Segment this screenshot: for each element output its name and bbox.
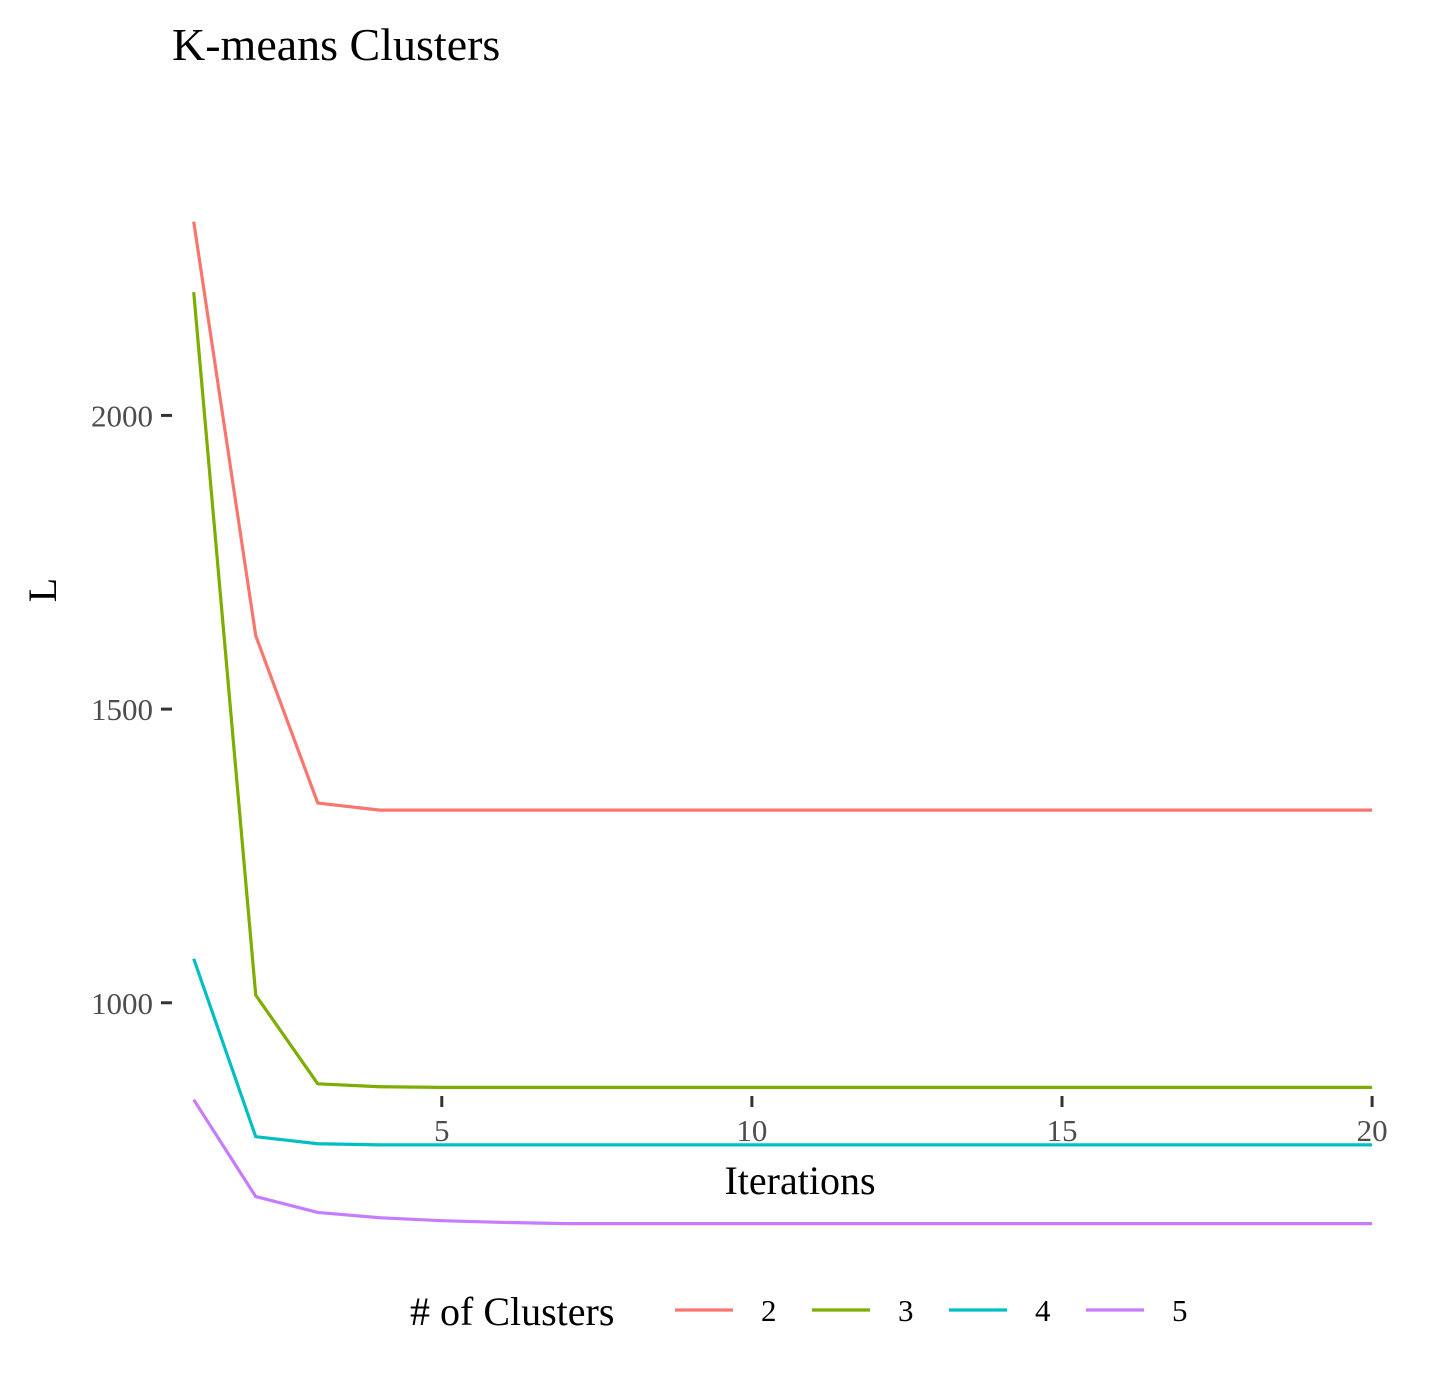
plot-area xyxy=(192,221,1373,1226)
series-line-5 xyxy=(192,1098,1373,1226)
x-tick-label: 15 xyxy=(1046,1113,1077,1148)
x-axis-title: Iterations xyxy=(724,1158,875,1203)
y-tick-label: 1000 xyxy=(91,986,153,1021)
legend-label: 2 xyxy=(761,1293,777,1328)
y-tick-label: 1500 xyxy=(91,692,153,727)
x-tick-label: 5 xyxy=(434,1113,450,1148)
chart-title: K-means Clusters xyxy=(172,19,500,70)
y-tick-label: 2000 xyxy=(91,398,153,433)
y-axis: 1000 1500 2000 xyxy=(91,398,172,1021)
series-line-3 xyxy=(192,291,1373,1089)
legend-label: 3 xyxy=(898,1293,914,1328)
series-line-2 xyxy=(192,221,1373,812)
legend-item-3: 3 xyxy=(812,1293,914,1328)
legend-item-5: 5 xyxy=(1086,1293,1188,1328)
series-line-4 xyxy=(192,958,1373,1147)
x-tick-label: 10 xyxy=(736,1113,767,1148)
legend-label: 5 xyxy=(1172,1293,1188,1328)
legend-title: # of Clusters xyxy=(410,1289,614,1334)
legend-label: 4 xyxy=(1035,1293,1051,1328)
y-axis-title: L xyxy=(20,578,65,602)
legend-item-2: 2 xyxy=(675,1293,777,1328)
legend: # of Clusters 2 3 4 5 xyxy=(410,1289,1188,1334)
x-tick-label: 20 xyxy=(1357,1113,1388,1148)
legend-item-4: 4 xyxy=(949,1293,1051,1328)
x-axis: 5 10 15 20 xyxy=(434,1096,1388,1148)
